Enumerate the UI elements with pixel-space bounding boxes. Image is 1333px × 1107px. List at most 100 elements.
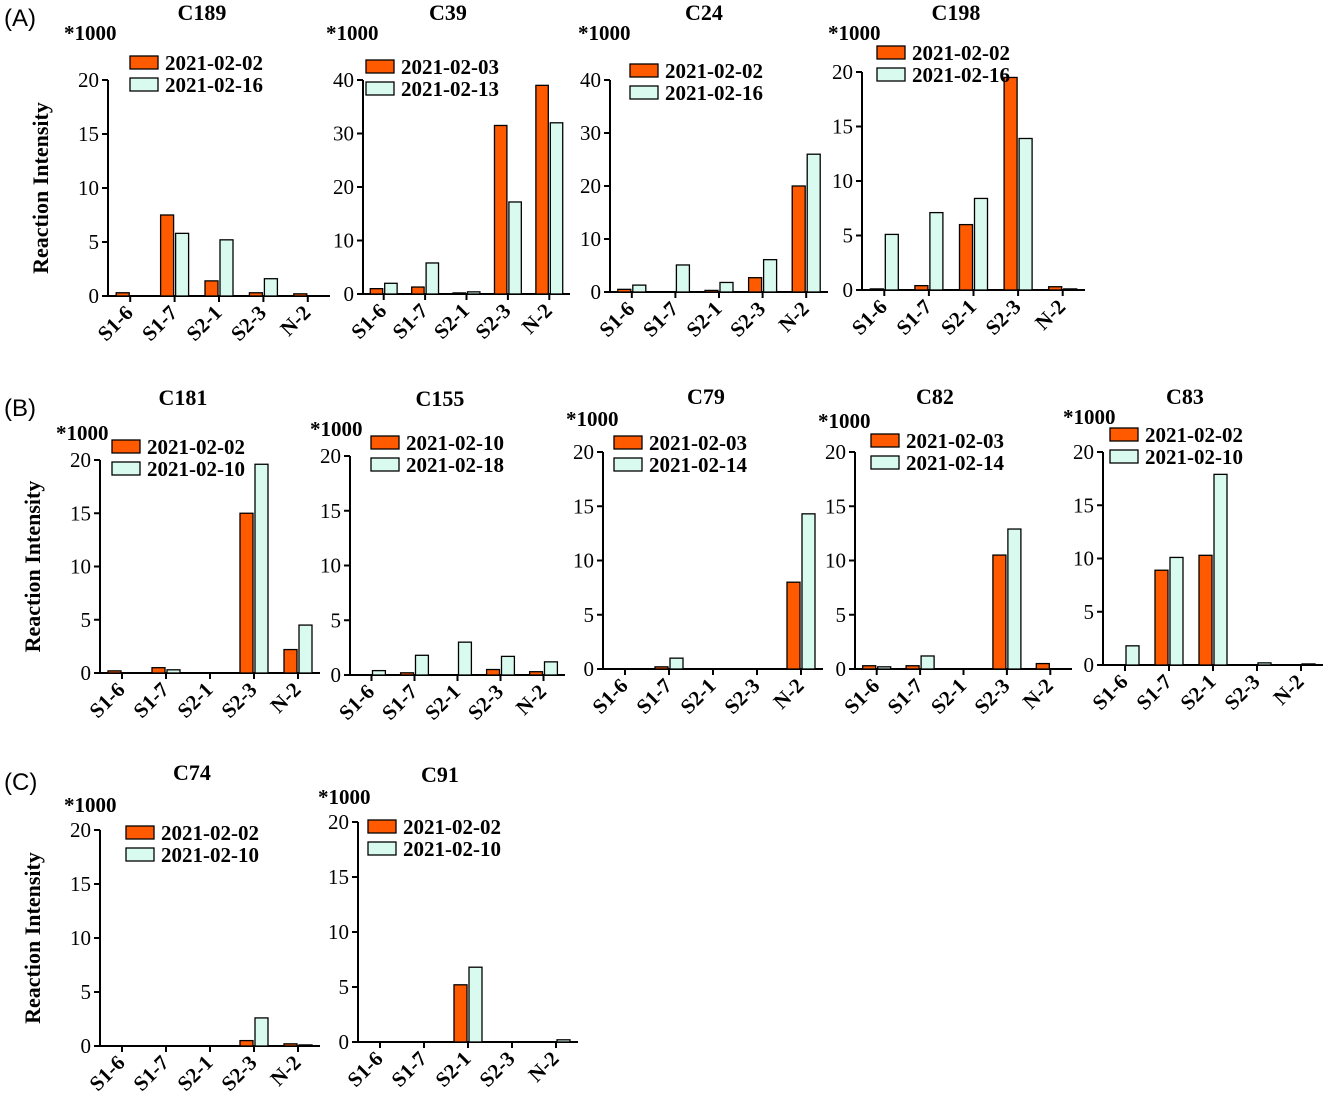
x-tick-label: N-2 <box>265 678 305 718</box>
x-tick-label: S2-1 <box>182 301 227 346</box>
legend-label: 2021-02-02 <box>161 821 259 845</box>
x-tick-label: S2-1 <box>1176 670 1221 715</box>
x-tick-label: S2-3 <box>463 680 508 725</box>
x-tick-label: N-2 <box>275 301 315 341</box>
bar-series-1 <box>617 288 632 293</box>
panel-label-c: (C) <box>4 769 37 796</box>
axis-multiplier: *1000 <box>64 793 117 817</box>
legend-swatch <box>876 67 906 82</box>
bar-series-1 <box>958 223 974 291</box>
chart-title: C181 <box>159 385 208 410</box>
bar-series-2 <box>884 233 899 291</box>
chart-title: C79 <box>687 384 725 409</box>
x-tick-label: S1-6 <box>343 1047 388 1092</box>
axis-multiplier: *1000 <box>566 407 619 431</box>
x-tick-label: S1-7 <box>387 1047 432 1092</box>
bar-series-2 <box>920 655 935 670</box>
y-tick-label: 10 <box>832 169 853 193</box>
bar-series-1 <box>453 984 468 1043</box>
bar-series-1 <box>293 293 308 297</box>
y-tick-label: 40 <box>333 68 354 92</box>
y-tick-label: 10 <box>825 549 846 573</box>
bar-series-2 <box>1257 662 1272 666</box>
legend-label: 2021-02-03 <box>649 431 747 455</box>
y-tick-label: 10 <box>333 229 354 253</box>
x-tick-label: S2-1 <box>431 1047 476 1092</box>
bar-series-2 <box>806 153 821 293</box>
y-tick-label: 5 <box>331 608 342 632</box>
legend-swatch <box>870 433 900 448</box>
legend-label: 2021-02-02 <box>912 41 1010 65</box>
bar-series-2 <box>371 669 387 676</box>
x-tick-label: S1-7 <box>638 297 683 342</box>
panel-label-a: (A) <box>4 5 36 32</box>
bar-series-2 <box>543 661 559 676</box>
bar-series-2 <box>801 513 816 670</box>
y-tick-label: 0 <box>81 1034 92 1058</box>
bar-series-2 <box>508 201 522 295</box>
y-tick-label: 5 <box>843 224 854 248</box>
bar-series-1 <box>239 512 254 674</box>
bar-series-2 <box>219 239 234 297</box>
axis-multiplier: *1000 <box>818 409 871 433</box>
y-tick-label: 15 <box>328 865 349 889</box>
x-tick-label: N-2 <box>511 680 551 720</box>
bar-series-1 <box>107 670 122 674</box>
legend-swatch <box>1109 449 1139 464</box>
bar-series-1 <box>115 292 130 297</box>
axis-multiplier: *1000 <box>1063 405 1116 429</box>
bar-series-2 <box>549 122 564 295</box>
y-tick-label: 30 <box>333 122 354 146</box>
legend-label: 2021-02-10 <box>147 457 245 481</box>
y-axis-label: Reaction Intensity <box>20 481 45 653</box>
bar-series-2 <box>384 282 398 295</box>
legend-swatch <box>629 85 659 100</box>
bar-series-2 <box>1125 645 1140 666</box>
legend-label: 2021-02-16 <box>912 63 1010 87</box>
bar-series-2 <box>929 211 944 291</box>
bar-series-1 <box>862 665 877 670</box>
bar-series-2 <box>263 278 279 297</box>
legend-label: 2021-02-16 <box>665 81 763 105</box>
bar-series-1 <box>914 284 929 291</box>
bar-series-2 <box>1301 663 1316 666</box>
x-tick-label: N-2 <box>774 297 814 337</box>
bar-series-1 <box>905 665 920 670</box>
bar-series-1 <box>283 648 298 674</box>
bar-series-1 <box>1154 569 1169 666</box>
chart-title: C74 <box>173 760 211 785</box>
y-tick-label: 15 <box>70 872 91 896</box>
axis-multiplier: *1000 <box>318 785 371 809</box>
bar-series-1 <box>283 1043 298 1047</box>
y-tick-label: 0 <box>339 1030 350 1054</box>
bar-series-1 <box>369 287 384 295</box>
legend-label: 2021-02-14 <box>649 453 747 477</box>
bar-series-2 <box>254 1017 269 1047</box>
y-tick-label: 0 <box>843 278 854 302</box>
bar-series-1 <box>786 581 801 670</box>
y-tick-label: 0 <box>89 284 100 308</box>
chart-title: C198 <box>932 0 981 25</box>
y-tick-label: 20 <box>573 440 594 464</box>
chart-title: C91 <box>421 762 459 787</box>
y-tick-label: 5 <box>339 975 350 999</box>
x-tick-label: S1-6 <box>847 295 892 340</box>
x-tick-label: S2-1 <box>420 680 465 725</box>
legend-swatch <box>613 457 643 472</box>
x-tick-label: S2-3 <box>470 299 515 344</box>
y-tick-label: 10 <box>580 227 601 251</box>
bar-series-1 <box>869 288 884 291</box>
x-tick-label: S2-3 <box>1220 670 1265 715</box>
bar-series-2 <box>1018 137 1033 291</box>
bar-series-2 <box>719 281 734 293</box>
x-tick-label: S1-6 <box>588 674 633 719</box>
y-tick-label: 20 <box>328 810 349 834</box>
x-tick-label: N-2 <box>1268 670 1308 710</box>
legend-swatch <box>129 77 159 92</box>
legend-swatch <box>629 63 659 78</box>
y-tick-label: 15 <box>320 499 341 523</box>
bar-series-2 <box>1063 288 1078 291</box>
legend-label: 2021-02-02 <box>165 51 263 75</box>
y-tick-label: 10 <box>70 926 91 950</box>
legend-swatch <box>1109 427 1139 442</box>
